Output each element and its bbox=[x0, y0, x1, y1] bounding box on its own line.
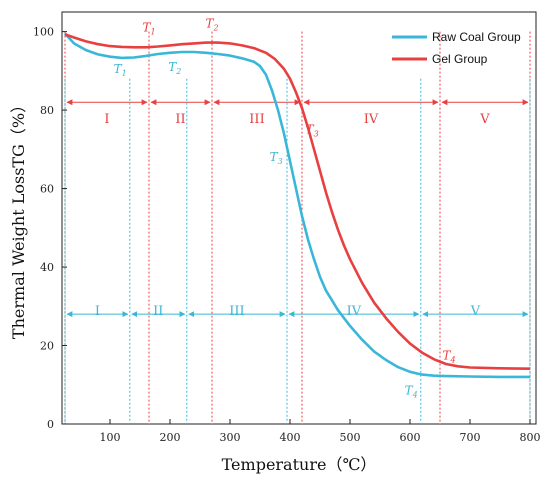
x-tick-label: 400 bbox=[280, 431, 301, 444]
gel-temp-label: T1 bbox=[142, 21, 155, 37]
series-line-raw-coal bbox=[64, 32, 530, 379]
x-axis-title: Temperature（℃） bbox=[222, 455, 377, 474]
raw-stage-label: IV bbox=[347, 304, 362, 319]
y-tick-label: 60 bbox=[40, 183, 54, 196]
series-group bbox=[64, 32, 531, 379]
y-tick-label: 100 bbox=[33, 26, 54, 39]
x-axis: 100 200 300 400 500 600 700 800 bbox=[100, 419, 541, 444]
x-tick-label: 800 bbox=[520, 431, 541, 444]
raw-stage-label: III bbox=[229, 304, 244, 319]
gel-stage-label: II bbox=[175, 112, 185, 127]
legend-label-gel: Gel Group bbox=[432, 52, 488, 66]
raw-temp-label: T2 bbox=[168, 60, 181, 76]
gel-stage-label: V bbox=[479, 112, 490, 127]
gel-temp-label: T4 bbox=[442, 348, 455, 364]
y-tick-label: 0 bbox=[47, 418, 54, 431]
y-axis-title: Thermal Weight LossTG（%） bbox=[9, 97, 28, 339]
series-line-gel bbox=[64, 33, 531, 370]
gel-stage-label: I bbox=[104, 112, 109, 127]
y-tick-label: 20 bbox=[40, 340, 54, 353]
raw-temp-label: T3 bbox=[270, 150, 283, 166]
legend: Raw Coal Group Gel Group bbox=[392, 30, 521, 66]
gel-stage-label: IV bbox=[364, 112, 379, 127]
y-tick-label: 40 bbox=[40, 261, 54, 274]
raw-stage-label: V bbox=[470, 304, 481, 319]
y-tick-label: 80 bbox=[40, 104, 54, 117]
gel-stage-label: III bbox=[249, 112, 264, 127]
raw-stage-label: I bbox=[95, 304, 100, 319]
raw-stage-label: II bbox=[153, 304, 163, 319]
raw-temp-label: T4 bbox=[405, 384, 418, 400]
x-tick-label: 200 bbox=[160, 431, 181, 444]
x-tick-label: 300 bbox=[220, 431, 241, 444]
legend-label-raw-coal: Raw Coal Group bbox=[432, 30, 521, 44]
plot-frame bbox=[61, 11, 537, 425]
x-tick-label: 700 bbox=[460, 431, 481, 444]
raw-temp-label: T1 bbox=[114, 62, 127, 78]
x-tick-label: 100 bbox=[100, 431, 121, 444]
x-tick-label: 600 bbox=[400, 431, 421, 444]
y-axis: 0 20 40 60 80 100 bbox=[33, 26, 67, 431]
x-tick-label: 500 bbox=[340, 431, 361, 444]
gel-temp-label: T2 bbox=[205, 17, 218, 33]
